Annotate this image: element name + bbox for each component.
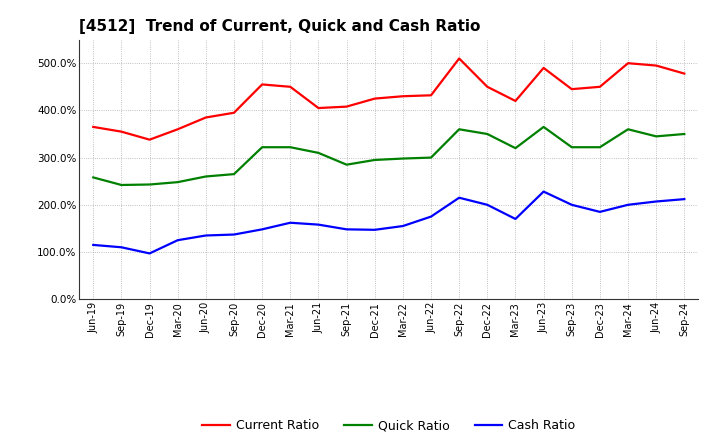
Quick Ratio	[258, 145, 266, 150]
Current Ratio	[539, 65, 548, 70]
Quick Ratio	[399, 156, 408, 161]
Cash Ratio	[652, 199, 660, 204]
Quick Ratio	[230, 172, 238, 177]
Line: Current Ratio: Current Ratio	[94, 59, 684, 139]
Current Ratio	[145, 137, 154, 142]
Current Ratio	[258, 82, 266, 87]
Quick Ratio	[595, 145, 604, 150]
Current Ratio	[567, 87, 576, 92]
Quick Ratio	[370, 158, 379, 163]
Current Ratio	[230, 110, 238, 115]
Cash Ratio	[483, 202, 492, 207]
Cash Ratio	[539, 189, 548, 194]
Quick Ratio	[427, 155, 436, 160]
Current Ratio	[117, 129, 126, 134]
Line: Quick Ratio: Quick Ratio	[94, 127, 684, 185]
Cash Ratio	[174, 238, 182, 243]
Line: Cash Ratio: Cash Ratio	[94, 191, 684, 253]
Current Ratio	[680, 71, 688, 76]
Cash Ratio	[314, 222, 323, 227]
Quick Ratio	[652, 134, 660, 139]
Current Ratio	[595, 84, 604, 89]
Quick Ratio	[89, 175, 98, 180]
Current Ratio	[455, 56, 464, 61]
Cash Ratio	[202, 233, 210, 238]
Cash Ratio	[370, 227, 379, 232]
Legend: Current Ratio, Quick Ratio, Cash Ratio: Current Ratio, Quick Ratio, Cash Ratio	[197, 414, 580, 437]
Cash Ratio	[455, 195, 464, 200]
Quick Ratio	[314, 150, 323, 155]
Current Ratio	[89, 124, 98, 129]
Current Ratio	[624, 61, 632, 66]
Cash Ratio	[427, 214, 436, 219]
Quick Ratio	[145, 182, 154, 187]
Cash Ratio	[230, 232, 238, 237]
Cash Ratio	[286, 220, 294, 225]
Quick Ratio	[455, 127, 464, 132]
Quick Ratio	[174, 180, 182, 185]
Current Ratio	[174, 127, 182, 132]
Cash Ratio	[511, 216, 520, 222]
Cash Ratio	[89, 242, 98, 248]
Quick Ratio	[539, 124, 548, 129]
Current Ratio	[202, 115, 210, 120]
Cash Ratio	[258, 227, 266, 232]
Current Ratio	[483, 84, 492, 89]
Quick Ratio	[342, 162, 351, 167]
Cash Ratio	[399, 224, 408, 229]
Cash Ratio	[595, 209, 604, 215]
Quick Ratio	[117, 182, 126, 187]
Quick Ratio	[624, 127, 632, 132]
Cash Ratio	[145, 251, 154, 256]
Current Ratio	[511, 98, 520, 103]
Cash Ratio	[624, 202, 632, 207]
Quick Ratio	[202, 174, 210, 179]
Current Ratio	[286, 84, 294, 89]
Cash Ratio	[680, 197, 688, 202]
Current Ratio	[399, 94, 408, 99]
Quick Ratio	[511, 146, 520, 151]
Quick Ratio	[286, 145, 294, 150]
Current Ratio	[427, 93, 436, 98]
Text: [4512]  Trend of Current, Quick and Cash Ratio: [4512] Trend of Current, Quick and Cash …	[79, 19, 480, 34]
Cash Ratio	[117, 245, 126, 250]
Current Ratio	[370, 96, 379, 101]
Quick Ratio	[567, 145, 576, 150]
Cash Ratio	[567, 202, 576, 207]
Cash Ratio	[342, 227, 351, 232]
Current Ratio	[652, 63, 660, 68]
Quick Ratio	[483, 132, 492, 137]
Quick Ratio	[680, 132, 688, 137]
Current Ratio	[314, 106, 323, 111]
Current Ratio	[342, 104, 351, 109]
